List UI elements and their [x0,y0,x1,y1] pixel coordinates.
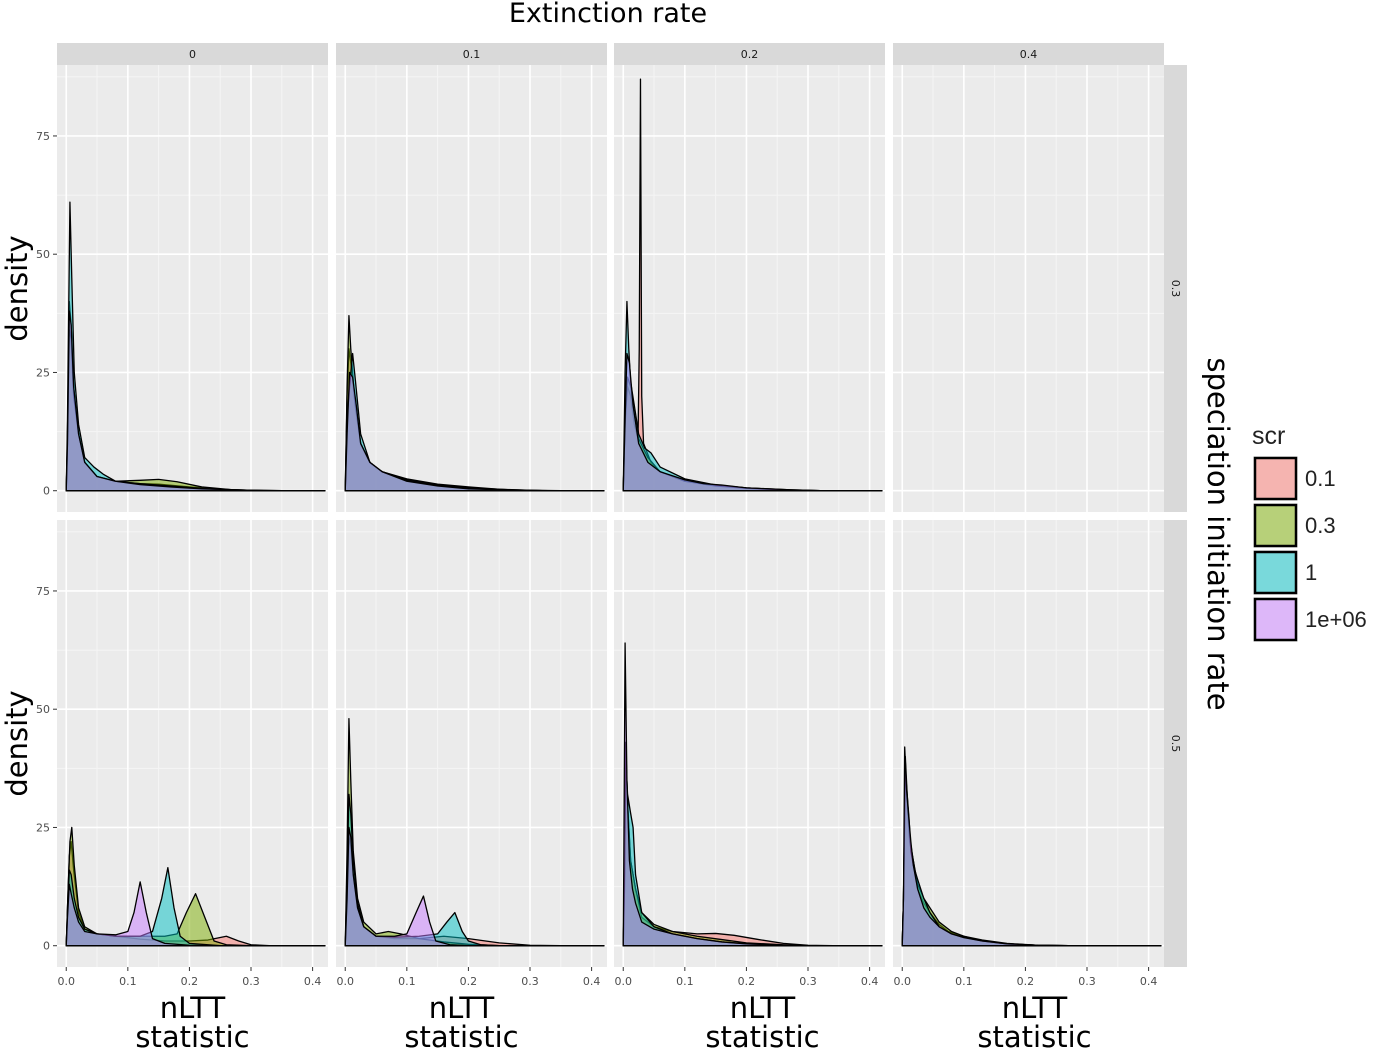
y-tick-label: 0 [43,485,50,498]
row-facet-strip [1164,65,1187,512]
legend-swatch-scr-1e-06 [1253,597,1298,642]
x-tick-label: 0.3 [521,975,539,988]
legend-swatch-scr-1 [1253,550,1298,595]
density-area-scr-1e-06 [622,352,883,492]
legend-entry-label: 1 [1305,560,1317,585]
panel-background [614,65,885,512]
panel-background [57,520,328,967]
facet-panel: 0 25 50 75 density 0.0 0.1 0.2 0.3 0.4 nLTTstatist… [0,520,328,1049]
legend-entry-label: 0.1 [1305,466,1336,491]
y-tick-label: 75 [36,585,50,598]
x-tick-label: 0.0 [336,975,354,988]
y-tick-label: 50 [36,248,50,261]
panel-background [336,520,607,967]
x-tick-label: 0.0 [614,975,632,988]
x-tick-label: 0.3 [1078,975,1096,988]
facet-panel [336,65,607,512]
legend-entry-label: 1e+06 [1305,607,1367,632]
panel-background [57,65,328,512]
row-facet-axis-label: speciation initiation rate [1201,357,1235,710]
x-axis-label-line1: nLTT [1002,991,1068,1025]
facet-panels: 0 0.1 0.2 0.4 0.3 0.5 0 25 50 75 density 0 25 50 75 den… [0,43,1187,1049]
density-area-scr-1e-06 [65,881,326,947]
facet-panel [893,65,1164,512]
y-tick-label: 0 [43,940,50,953]
x-tick-label: 0.1 [119,975,137,988]
density-area-scr-1e-06 [622,642,883,947]
panel-background [893,520,1164,967]
x-tick-label: 0.3 [242,975,260,988]
legend-swatch-scr-0-1 [1253,456,1298,501]
panel-background [614,520,885,967]
y-tick-label: 50 [36,703,50,716]
x-tick-label: 0.2 [738,975,756,988]
row-facet-label: 0.3 [1169,280,1182,298]
x-tick-label: 0.4 [861,975,879,988]
row-facet-label: 0.5 [1169,735,1182,753]
density-area-scr-1e-06 [344,371,605,492]
x-tick-label: 0.2 [1017,975,1035,988]
x-axis-label-line2: statistic [977,1020,1091,1049]
x-tick-label: 0.1 [955,975,973,988]
col-facet-strip [336,43,607,65]
x-axis-label-line1: nLTT [429,991,495,1025]
x-tick-label: 0.4 [583,975,601,988]
facet-panel: 0 25 50 75 density [0,65,328,512]
col-facet-strip [614,43,885,65]
x-tick-label: 0.4 [304,975,322,988]
x-axis-label-line1: nLTT [730,991,796,1025]
legend-title: scr [1252,422,1285,450]
x-tick-label: 0.0 [893,975,911,988]
col-facet-label: 0.2 [741,48,759,61]
x-axis-label-line2: statistic [135,1020,249,1049]
panel-background [893,65,1164,512]
col-facet-strip [57,43,328,65]
density-area-scr-1e-06 [65,310,326,492]
chart-title: Extinction rate [509,0,707,29]
y-tick-label: 25 [36,821,50,834]
y-axis-label: density [0,235,34,341]
legend-swatch-scr-0-3 [1253,503,1298,548]
facet-panel [614,65,885,512]
legend-entry-label: 0.3 [1305,513,1336,538]
x-tick-label: 0.0 [57,975,75,988]
density-area-scr-1e-06 [344,826,605,947]
density-area-scr-1e-06 [901,746,1162,947]
x-tick-label: 0.1 [676,975,694,988]
col-facet-label: 0.4 [1020,48,1038,61]
y-tick-label: 25 [36,366,50,379]
col-facet-label: 0 [189,48,196,61]
panel-background [336,65,607,512]
legend: scr 0.1 0.3 1 1e+06 [1252,422,1367,642]
y-axis-label: density [0,690,34,796]
col-facet-strip [893,43,1164,65]
x-tick-label: 0.1 [398,975,416,988]
y-tick-label: 75 [36,130,50,143]
x-tick-label: 0.3 [799,975,817,988]
x-axis-label-line1: nLTT [160,991,226,1025]
x-tick-label: 0.2 [181,975,199,988]
col-facet-label: 0.1 [463,48,481,61]
x-tick-label: 0.4 [1140,975,1158,988]
x-axis-label-line2: statistic [404,1020,518,1049]
x-axis-label-line2: statistic [705,1020,819,1049]
x-tick-label: 0.2 [460,975,478,988]
row-facet-strip [1164,520,1187,967]
